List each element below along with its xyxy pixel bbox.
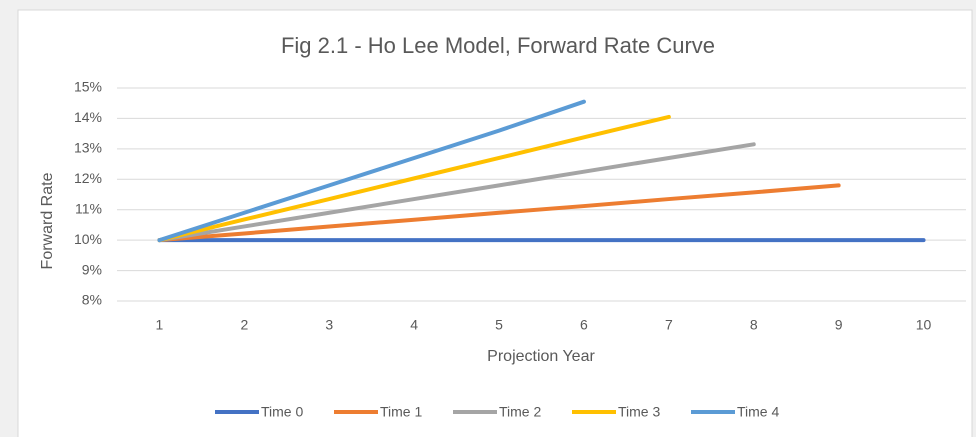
chart-panel	[17, 9, 973, 437]
y-tick-label: 9%	[82, 261, 102, 277]
chart-title: Fig 2.1 - Ho Lee Model, Forward Rate Cur…	[281, 33, 715, 58]
legend-label: Time 2	[499, 404, 541, 420]
x-tick-label: 9	[835, 317, 843, 333]
y-tick-label: 10%	[74, 231, 102, 247]
y-axis-label: Forward Rate	[39, 172, 56, 269]
y-tick-label: 11%	[75, 200, 102, 216]
y-tick-label: 13%	[74, 140, 102, 156]
series-line	[157, 142, 756, 243]
x-axis-label: Projection Year	[487, 348, 595, 365]
y-tick-label: 12%	[74, 170, 102, 186]
y-tick-label: 8%	[82, 292, 102, 308]
series-line	[157, 114, 671, 243]
series-line	[157, 99, 586, 243]
legend-label: Time 3	[618, 404, 660, 420]
x-tick-label: 4	[410, 317, 418, 333]
x-tick-label: 3	[325, 317, 333, 333]
y-tick-label: 14%	[74, 109, 102, 125]
x-tick-label: 5	[495, 317, 503, 333]
x-tick-label: 1	[156, 317, 164, 333]
legend-label: Time 1	[380, 404, 422, 420]
x-tick-label: 8	[750, 317, 758, 333]
x-tick-label: 7	[665, 317, 673, 333]
y-tick-label: 15%	[74, 79, 102, 95]
x-tick-label: 2	[240, 317, 248, 333]
x-tick-label: 10	[916, 317, 932, 333]
legend-label: Time 0	[261, 404, 303, 420]
legend-label: Time 4	[737, 404, 779, 420]
x-tick-label: 6	[580, 317, 588, 333]
series-line	[157, 183, 841, 243]
